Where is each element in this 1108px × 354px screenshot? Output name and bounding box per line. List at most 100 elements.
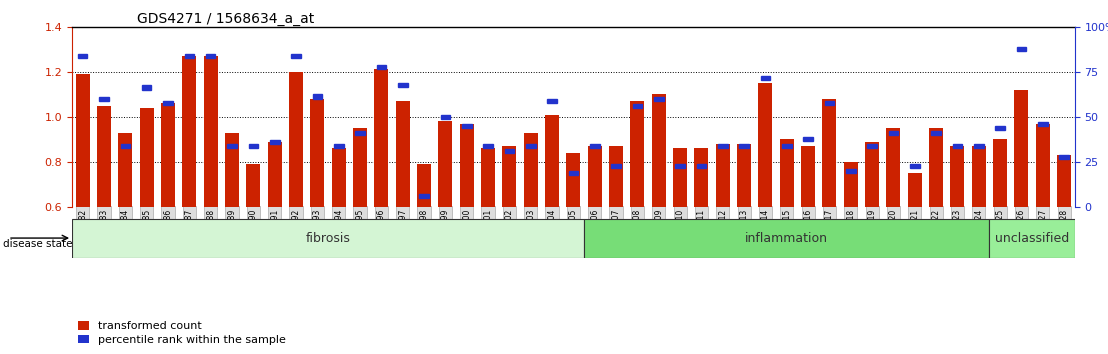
Bar	[417, 164, 431, 207]
Bar	[589, 144, 599, 148]
Bar	[654, 97, 664, 101]
Bar	[291, 54, 301, 58]
Bar	[419, 194, 429, 198]
Bar	[524, 133, 537, 207]
Bar	[312, 95, 322, 98]
Bar	[953, 144, 962, 148]
Bar	[227, 144, 237, 148]
Bar	[161, 103, 175, 207]
Bar	[566, 153, 581, 207]
Bar	[353, 128, 367, 207]
Bar	[718, 144, 728, 148]
Bar	[142, 85, 152, 90]
Text: unclassified: unclassified	[995, 232, 1069, 245]
Bar	[398, 83, 408, 87]
Bar	[545, 115, 560, 207]
Bar	[633, 103, 643, 108]
Bar	[737, 144, 751, 207]
Bar	[780, 139, 793, 207]
Bar	[1017, 47, 1026, 51]
Bar	[460, 124, 473, 207]
Bar	[183, 56, 196, 207]
Text: fibrosis: fibrosis	[306, 232, 350, 245]
Bar	[845, 169, 855, 173]
Bar	[100, 97, 109, 101]
Bar	[910, 165, 920, 169]
Bar	[270, 139, 279, 144]
Bar	[782, 144, 791, 148]
Bar	[824, 101, 834, 105]
Bar	[206, 54, 215, 58]
Bar	[760, 76, 770, 80]
Bar	[375, 69, 388, 207]
Bar	[995, 126, 1005, 130]
Bar	[289, 72, 302, 207]
Text: disease state: disease state	[3, 239, 73, 249]
Bar	[889, 131, 899, 135]
Text: inflammation: inflammation	[746, 232, 829, 245]
Bar	[587, 146, 602, 207]
Bar	[695, 148, 708, 207]
Bar	[974, 144, 984, 148]
Bar	[72, 218, 584, 258]
Bar	[993, 139, 1007, 207]
Text: GDS4271 / 1568634_a_at: GDS4271 / 1568634_a_at	[137, 12, 315, 25]
Bar	[759, 83, 772, 207]
Bar	[504, 149, 514, 153]
Bar	[674, 148, 687, 207]
Bar	[441, 115, 450, 119]
Bar	[334, 144, 343, 148]
Bar	[951, 146, 964, 207]
Bar	[310, 99, 325, 207]
Bar	[844, 162, 858, 207]
Bar	[868, 144, 876, 148]
Bar	[396, 101, 410, 207]
Bar	[1057, 155, 1071, 207]
Bar	[526, 144, 535, 148]
Bar	[803, 137, 813, 141]
Bar	[481, 148, 495, 207]
Bar	[739, 144, 749, 148]
Bar	[377, 65, 387, 69]
Bar	[248, 144, 258, 148]
Bar	[675, 165, 685, 169]
Bar	[502, 146, 516, 207]
Bar	[75, 74, 90, 207]
Bar	[225, 133, 239, 207]
Bar	[930, 128, 943, 207]
Bar	[268, 142, 281, 207]
Bar	[886, 128, 901, 207]
Bar	[98, 105, 111, 207]
Bar	[140, 108, 154, 207]
Bar	[822, 99, 837, 207]
Bar	[972, 146, 986, 207]
Bar	[439, 121, 452, 207]
Bar	[932, 131, 941, 135]
Bar	[185, 54, 194, 58]
Bar	[609, 146, 623, 207]
Bar	[1036, 124, 1049, 207]
Bar	[483, 144, 493, 148]
Legend: transformed count, percentile rank within the sample: transformed count, percentile rank withi…	[78, 321, 286, 345]
Bar	[1015, 90, 1028, 207]
Bar	[356, 131, 365, 135]
Bar	[1038, 121, 1047, 126]
Bar	[462, 124, 472, 128]
Bar	[246, 164, 260, 207]
Bar	[547, 99, 557, 103]
Bar	[716, 144, 730, 207]
Bar	[584, 218, 989, 258]
Bar	[331, 148, 346, 207]
Bar	[163, 101, 173, 105]
Bar	[204, 56, 217, 207]
Bar	[652, 94, 666, 207]
Bar	[568, 171, 578, 175]
Bar	[612, 165, 620, 169]
Bar	[697, 165, 706, 169]
Bar	[865, 142, 879, 207]
Bar	[989, 218, 1075, 258]
Bar	[121, 144, 130, 148]
Bar	[78, 54, 88, 58]
Bar	[630, 101, 645, 207]
Bar	[1059, 155, 1069, 159]
